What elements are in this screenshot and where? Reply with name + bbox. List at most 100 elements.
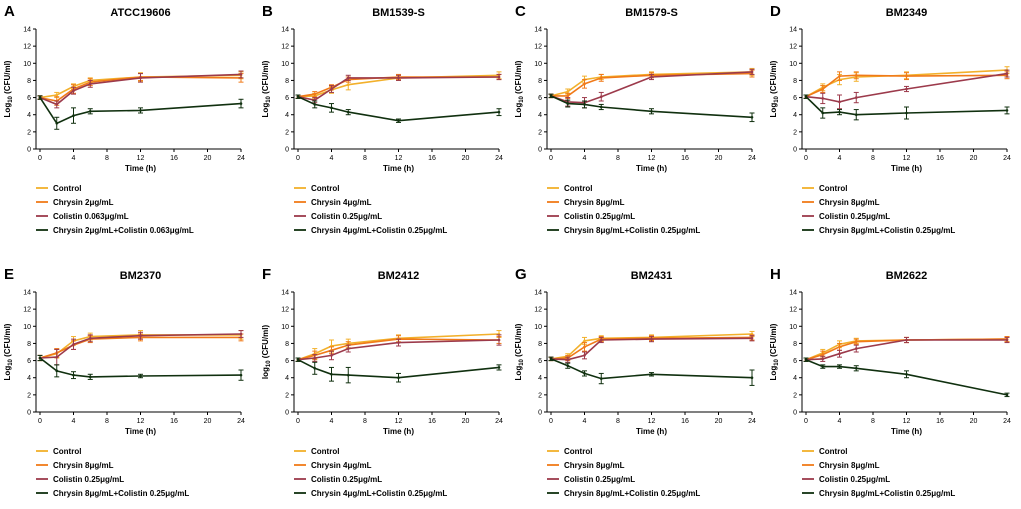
data-point <box>566 90 570 93</box>
data-point <box>854 96 858 99</box>
y-axis-label: Log10 (CFU/ml) <box>3 323 14 380</box>
y-tick-label: 2 <box>27 129 31 136</box>
series-combo <box>37 95 244 130</box>
x-tick-label: 24 <box>748 155 756 162</box>
series-line-control <box>805 69 1008 98</box>
data-point <box>854 347 858 350</box>
x-tick-label: 0 <box>296 418 300 425</box>
x-tick-label: 20 <box>715 418 723 425</box>
data-point <box>821 353 825 356</box>
data-point <box>821 357 825 361</box>
data-point <box>55 93 59 97</box>
x-tick-label: 16 <box>428 418 436 425</box>
data-point <box>346 110 350 114</box>
y-tick-label: 0 <box>27 410 31 417</box>
data-point <box>38 96 42 99</box>
data-point <box>905 87 908 91</box>
x-tick-label: 16 <box>170 418 178 425</box>
x-tick-label: 8 <box>363 155 367 162</box>
y-tick-label: 6 <box>285 95 289 102</box>
legend-label-combo: Chrysin 2μg/mL+Colistin 0.063μg/mL <box>53 226 194 235</box>
data-point <box>239 332 243 336</box>
series-line-colistin <box>39 73 242 106</box>
x-tick-label: 16 <box>681 418 689 425</box>
x-tick-label: 16 <box>936 418 944 425</box>
data-point <box>854 113 858 117</box>
x-tick-label: 8 <box>105 418 109 425</box>
y-axis-label: Log10 (CFU/ml) <box>261 60 272 117</box>
data-point <box>854 366 858 370</box>
data-point <box>821 97 825 100</box>
data-point <box>72 89 75 93</box>
y-tick-label: 4 <box>285 375 289 382</box>
series-line-chrysin <box>550 336 753 360</box>
data-point <box>313 356 317 360</box>
y-tick-label: 14 <box>23 290 31 297</box>
legend-label-control: Control <box>819 184 847 193</box>
legend: Control Chrysin 8μg/mL Colistin 0.25μg/mL C… <box>547 184 700 235</box>
data-point <box>346 347 350 350</box>
legend-label-combo: Chrysin 4μg/mL+Colistin 0.25μg/mL <box>311 226 447 235</box>
panel-letter: H <box>770 266 781 283</box>
data-point <box>838 352 841 356</box>
data-point <box>497 338 501 342</box>
x-tick-label: 20 <box>970 418 978 425</box>
data-point <box>1005 393 1009 397</box>
data-point <box>599 377 603 380</box>
y-tick-label: 2 <box>538 392 542 399</box>
data-point <box>549 357 553 361</box>
legend-label-combo: Chrysin 8μg/mL+Colistin 0.25μg/mL <box>53 489 189 498</box>
series-line-combo <box>550 358 753 380</box>
data-point <box>821 87 825 91</box>
legend: Control Chrysin 2μg/mL Colistin 0.063μg/mL… <box>36 184 194 235</box>
y-tick-label: 4 <box>27 375 31 382</box>
legend-label-control: Control <box>564 447 592 456</box>
y-tick-label: 12 <box>281 44 289 51</box>
chart-title-bm1579-s: BM1579-S <box>625 7 678 19</box>
legend-label-chrysin: Chrysin 4μg/mL <box>311 198 372 207</box>
series-line-control <box>550 333 753 360</box>
x-tick-label: 4 <box>330 418 334 425</box>
data-point <box>905 111 908 115</box>
y-axis-label: Log10 (CFU/ml) <box>769 323 780 380</box>
legend-label-colistin: Colistin 0.25μg/mL <box>564 475 635 484</box>
data-point <box>566 102 570 105</box>
data-point <box>821 365 825 368</box>
x-tick-label: 24 <box>237 418 245 425</box>
y-tick-label: 4 <box>27 112 31 119</box>
series-combo <box>295 357 502 384</box>
legend: Control Chrysin 8μg/mL Colistin 0.25μg/mL C… <box>547 447 700 498</box>
data-point <box>497 75 501 79</box>
series-combo <box>295 94 502 123</box>
x-tick-label: 0 <box>296 155 300 162</box>
data-point <box>583 82 586 86</box>
y-tick-label: 8 <box>793 341 797 348</box>
y-tick-label: 8 <box>285 341 289 348</box>
x-tick-label: 0 <box>38 155 42 162</box>
data-point <box>397 376 400 380</box>
legend-label-chrysin: Chrysin 8μg/mL <box>564 198 625 207</box>
series-combo <box>803 94 1010 121</box>
y-tick-label: 4 <box>793 112 797 119</box>
y-axis-label: log10 (CFU/ml) <box>261 325 272 380</box>
data-point <box>905 372 908 376</box>
data-point <box>497 366 501 369</box>
legend-label-chrysin: Chrysin 8μg/mL <box>53 461 114 470</box>
panel-letter: C <box>515 3 526 20</box>
y-axis-label: Log10 (CFU/ml) <box>514 323 525 380</box>
data-point <box>583 339 586 343</box>
series-line-chrysin <box>805 74 1008 98</box>
data-point <box>583 345 586 349</box>
y-tick-label: 8 <box>538 341 542 348</box>
data-point <box>72 114 75 117</box>
series-line-combo <box>805 358 1008 396</box>
data-point <box>599 76 603 80</box>
y-tick-label: 14 <box>281 27 289 34</box>
x-axis-label: Time (h) <box>125 164 156 173</box>
data-point <box>330 87 333 91</box>
x-axis-label: Time (h) <box>636 427 667 436</box>
data-point <box>750 336 754 340</box>
legend-label-chrysin: Chrysin 8μg/mL <box>819 198 880 207</box>
